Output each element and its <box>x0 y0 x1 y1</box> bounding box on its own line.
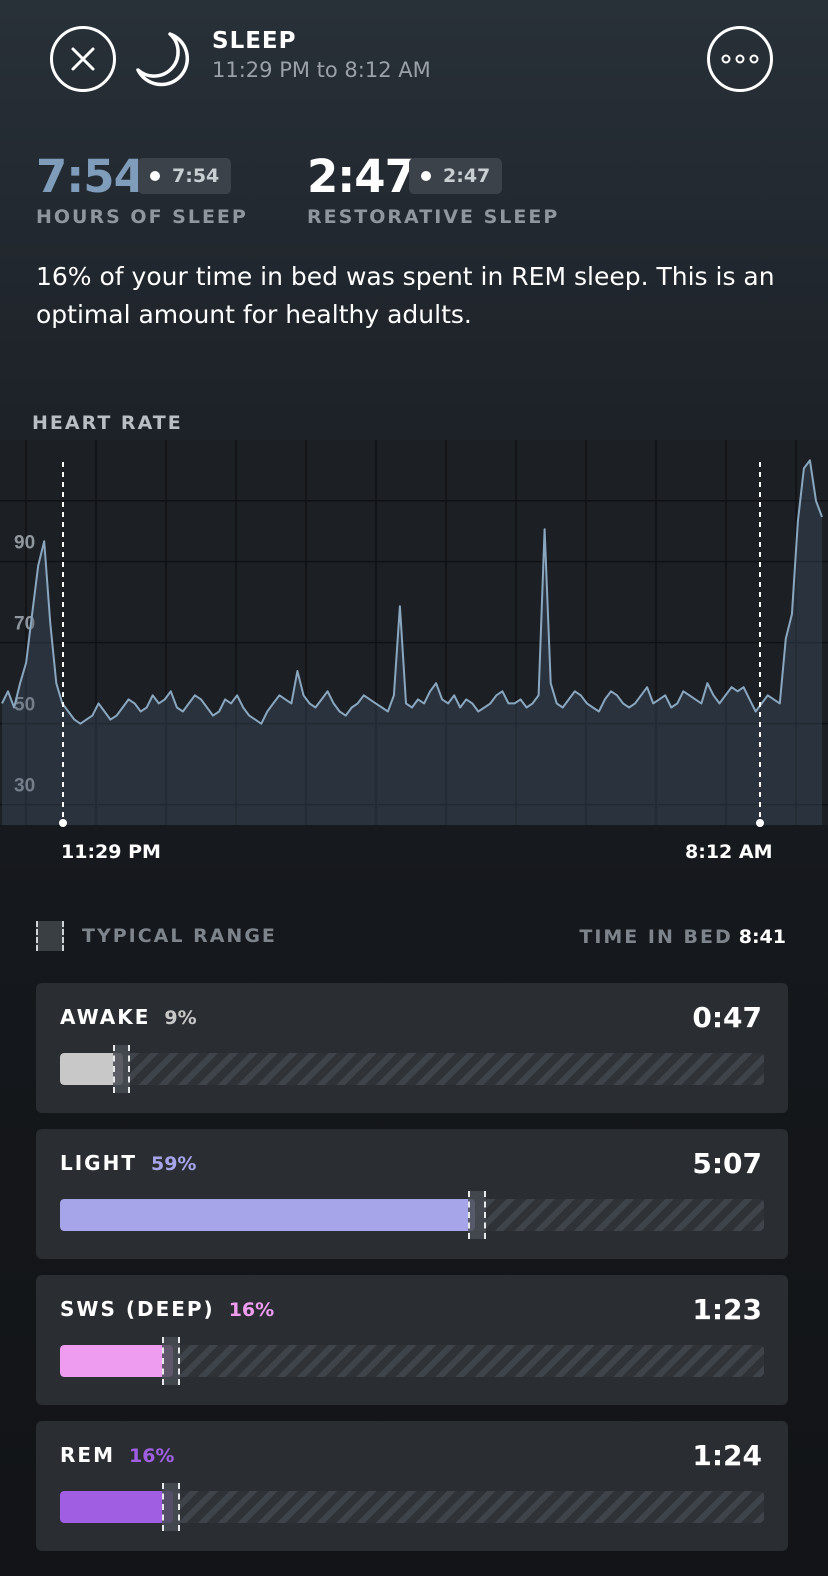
stage-percent: 59% <box>150 1153 197 1175</box>
time-in-bed-value: 8:41 <box>738 926 786 948</box>
stage-name: REM 16% <box>60 1443 174 1467</box>
stage-name-text: REM <box>60 1443 115 1467</box>
stage-name-text: SWS (DEEP) <box>60 1297 215 1321</box>
stage-bar-track <box>60 1199 764 1231</box>
close-button[interactable] <box>50 26 116 92</box>
restorative-sleep-pill: 2:47 <box>409 158 503 194</box>
stage-bar-fill <box>60 1345 173 1377</box>
stage-name: SWS (DEEP) 16% <box>60 1297 274 1321</box>
stage-card-rem[interactable]: REM 16% 1:24 <box>36 1421 788 1551</box>
typical-range-marker <box>162 1337 180 1385</box>
more-icon <box>721 54 759 64</box>
sleep-start-dot <box>59 819 67 827</box>
stage-percent: 16% <box>128 1445 175 1467</box>
restorative-sleep-pill-value: 2:47 <box>443 165 491 187</box>
stage-duration: 0:47 <box>692 1001 762 1034</box>
stage-bar-fill <box>60 1199 476 1231</box>
dot-icon <box>421 171 431 181</box>
heart-rate-chart: 90705030 <box>0 440 828 827</box>
restorative-sleep-label: RESTORATIVE SLEEP <box>307 206 560 228</box>
rem-summary-text: 16% of your time in bed was spent in REM… <box>36 262 775 329</box>
page-title: SLEEP <box>212 28 297 54</box>
typical-range-marker <box>162 1483 180 1531</box>
stage-card-sws-deep[interactable]: SWS (DEEP) 16% 1:23 <box>36 1275 788 1405</box>
y-tick-label: 90 <box>14 532 35 553</box>
sleep-time-range: 11:29 PM to 8:12 AM <box>212 58 431 82</box>
stage-name-text: AWAKE <box>60 1005 151 1029</box>
heart-rate-title: HEART RATE <box>32 412 183 434</box>
chart-background <box>0 440 828 825</box>
stage-name: LIGHT 59% <box>60 1151 196 1175</box>
stage-duration: 1:24 <box>692 1439 762 1472</box>
hours-of-sleep-label: HOURS OF SLEEP <box>36 206 248 228</box>
stage-name-text: LIGHT <box>60 1151 137 1175</box>
moon-icon <box>136 32 190 87</box>
y-tick-label: 50 <box>14 694 35 715</box>
close-icon <box>71 47 95 71</box>
stage-card-awake[interactable]: AWAKE 9% 0:47 <box>36 983 788 1113</box>
hours-of-sleep-pill-value: 7:54 <box>172 165 220 187</box>
stage-percent: 16% <box>228 1299 275 1321</box>
heart-rate-line <box>1 459 823 725</box>
typical-range-swatch <box>36 921 64 951</box>
restorative-sleep-value: 2:47 <box>307 150 416 203</box>
hours-of-sleep-stat: 7:54 7:54 HOURS OF SLEEP <box>36 150 246 228</box>
sleep-end-dot <box>756 819 764 827</box>
typical-range-label: TYPICAL RANGE <box>82 925 277 947</box>
typical-range-marker <box>468 1191 486 1239</box>
time-in-bed: TIME IN BED 8:41 <box>579 926 786 948</box>
stage-card-light[interactable]: LIGHT 59% 5:07 <box>36 1129 788 1259</box>
hours-of-sleep-value: 7:54 <box>36 150 145 203</box>
restorative-sleep-stat: 2:47 2:47 RESTORATIVE SLEEP <box>307 150 557 228</box>
stage-duration: 1:23 <box>692 1293 762 1326</box>
more-options-button[interactable] <box>707 26 773 92</box>
heart-rate-area <box>2 460 822 825</box>
hours-of-sleep-pill: 7:54 <box>138 158 232 194</box>
sleep-end-label: 8:12 AM <box>685 841 773 863</box>
stage-duration: 5:07 <box>692 1147 762 1180</box>
stage-bar-fill <box>60 1491 173 1523</box>
time-in-bed-label: TIME IN BED <box>579 926 733 948</box>
y-tick-label: 30 <box>14 775 35 796</box>
sleep-start-label: 11:29 PM <box>61 841 161 863</box>
stage-name: AWAKE 9% <box>60 1005 197 1029</box>
stage-percent: 9% <box>164 1007 197 1029</box>
dot-icon <box>150 171 160 181</box>
typical-range-marker <box>112 1045 131 1093</box>
